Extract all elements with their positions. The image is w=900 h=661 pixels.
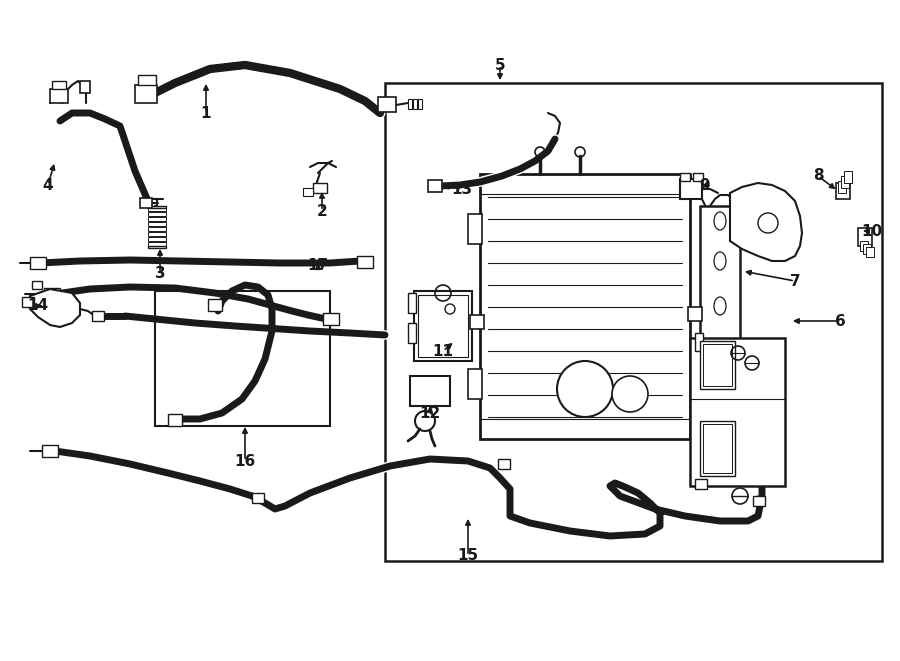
Bar <box>252 493 264 503</box>
Bar <box>138 75 156 85</box>
Bar <box>680 173 690 181</box>
Text: 15: 15 <box>457 549 479 563</box>
Text: 11: 11 <box>433 344 454 358</box>
Text: 4: 4 <box>42 178 53 192</box>
Bar <box>168 414 182 426</box>
Bar <box>700 421 735 476</box>
Bar <box>695 333 703 351</box>
Bar <box>838 181 846 193</box>
Bar <box>408 99 412 109</box>
Text: 14: 14 <box>27 299 49 313</box>
Bar <box>408 293 416 313</box>
Bar <box>860 241 868 251</box>
Bar <box>148 206 166 208</box>
Bar <box>703 424 732 473</box>
Bar <box>155 291 330 426</box>
Bar <box>52 81 66 89</box>
Bar <box>32 281 42 289</box>
Text: 2: 2 <box>317 204 328 219</box>
Bar <box>753 496 765 506</box>
Bar <box>50 89 68 103</box>
Bar <box>148 217 166 221</box>
Bar <box>148 212 166 216</box>
Bar <box>700 341 735 389</box>
Bar <box>148 237 166 241</box>
Bar <box>135 85 157 103</box>
Text: 17: 17 <box>308 258 328 274</box>
Bar <box>841 176 849 188</box>
Bar <box>844 171 852 183</box>
Bar <box>700 206 740 351</box>
Bar <box>418 99 422 109</box>
Bar <box>858 228 872 246</box>
Text: 5: 5 <box>495 58 505 73</box>
Bar <box>148 227 166 231</box>
Bar <box>303 188 313 196</box>
Bar <box>480 174 690 439</box>
Text: 10: 10 <box>861 223 883 239</box>
Text: 12: 12 <box>419 405 441 420</box>
Text: 16: 16 <box>234 453 256 469</box>
Bar <box>408 323 416 343</box>
Bar <box>680 179 702 199</box>
Bar <box>468 369 482 399</box>
Text: 9: 9 <box>699 178 710 194</box>
Text: 7: 7 <box>789 274 800 288</box>
Bar <box>418 295 468 357</box>
Bar <box>148 246 166 248</box>
Text: 1: 1 <box>201 106 212 120</box>
Bar <box>866 247 874 257</box>
Bar <box>470 315 484 329</box>
Bar <box>208 299 222 311</box>
Bar <box>148 242 166 246</box>
Bar <box>413 99 417 109</box>
Bar <box>357 256 373 268</box>
Bar <box>414 291 472 361</box>
Circle shape <box>415 411 435 431</box>
Bar <box>42 445 58 457</box>
Bar <box>44 288 60 300</box>
Bar <box>690 338 785 486</box>
Bar <box>863 244 871 254</box>
Bar <box>80 81 90 93</box>
Bar <box>140 198 152 208</box>
Circle shape <box>557 361 613 417</box>
Text: 8: 8 <box>813 169 824 184</box>
Polygon shape <box>30 289 80 327</box>
Text: 13: 13 <box>452 182 472 196</box>
Text: 3: 3 <box>155 266 166 280</box>
Bar <box>703 344 732 386</box>
Bar <box>693 173 703 181</box>
Bar <box>92 311 104 321</box>
Bar <box>836 183 850 199</box>
Bar <box>410 376 450 406</box>
Bar <box>498 459 510 469</box>
Bar <box>30 257 46 269</box>
Bar <box>385 83 882 561</box>
Bar <box>148 207 166 211</box>
Bar <box>688 307 702 321</box>
Bar <box>378 97 396 112</box>
Bar <box>323 313 339 325</box>
Bar <box>148 232 166 236</box>
Polygon shape <box>730 183 802 261</box>
Bar <box>695 479 707 489</box>
Text: 6: 6 <box>834 313 845 329</box>
Circle shape <box>612 376 648 412</box>
Bar <box>468 214 482 244</box>
Bar <box>148 222 166 226</box>
Bar <box>428 180 442 192</box>
Bar <box>22 297 34 307</box>
Bar <box>313 183 327 193</box>
